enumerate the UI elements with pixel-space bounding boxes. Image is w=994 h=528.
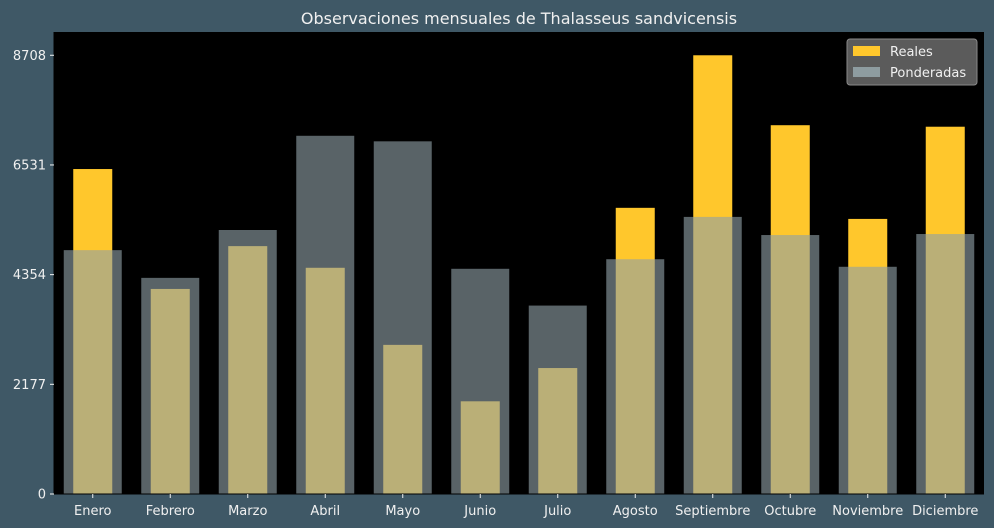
y-tick-label: 0: [38, 488, 46, 503]
x-tick-label: Septiembre: [675, 504, 750, 519]
legend-label-ponderadas: Ponderadas: [890, 66, 966, 81]
bar-ponderadas-febrero: [141, 277, 200, 494]
x-tick-label: Febrero: [146, 504, 195, 519]
x-tick-label: Diciembre: [912, 504, 978, 519]
bar-ponderadas-marzo: [218, 230, 277, 494]
bar-ponderadas-octubre: [761, 235, 820, 495]
x-tick-label: Mayo: [385, 504, 420, 519]
y-tick-label: 2177: [13, 378, 46, 393]
x-tick-label: Marzo: [228, 504, 267, 519]
bar-ponderadas-mayo: [373, 141, 432, 494]
series-ponderadas: [63, 135, 975, 495]
x-tick-label: Junio: [463, 504, 496, 519]
bar-ponderadas-agosto: [606, 259, 665, 494]
plot-area: [54, 32, 984, 494]
bar-ponderadas-julio: [528, 305, 587, 494]
x-axis: Enero Febrero Marzo Abril Mayo Junio Julio Agos…: [54, 493, 984, 519]
bar-ponderadas-diciembre: [916, 234, 975, 495]
x-tick-label: Enero: [74, 504, 112, 519]
y-tick-label: 4354: [13, 268, 46, 283]
x-tick-label: Noviembre: [832, 504, 903, 519]
x-tick-label: Abril: [310, 504, 340, 519]
bar-ponderadas-noviembre: [838, 266, 897, 494]
y-tick-label: 8708: [13, 49, 46, 64]
bar-ponderadas-septiembre: [683, 216, 742, 494]
y-axis: 0 2177 4354 6531 8708: [13, 32, 55, 503]
y-tick-label: 6531: [13, 158, 46, 173]
x-tick-label: Octubre: [764, 504, 816, 519]
legend-swatch-ponderadas: [853, 67, 880, 77]
bar-ponderadas-abril: [296, 135, 355, 494]
bar-ponderadas-junio: [451, 268, 510, 494]
bar-ponderadas-enero: [63, 250, 122, 494]
legend-label-reales: Reales: [890, 45, 933, 60]
x-tick-label: Agosto: [613, 504, 658, 519]
legend: Reales Ponderadas: [846, 38, 978, 86]
x-tick-label: Julio: [543, 504, 571, 519]
legend-swatch-reales: [853, 46, 880, 56]
chart-title: Observaciones mensuales de Thalasseus sa…: [301, 9, 737, 28]
